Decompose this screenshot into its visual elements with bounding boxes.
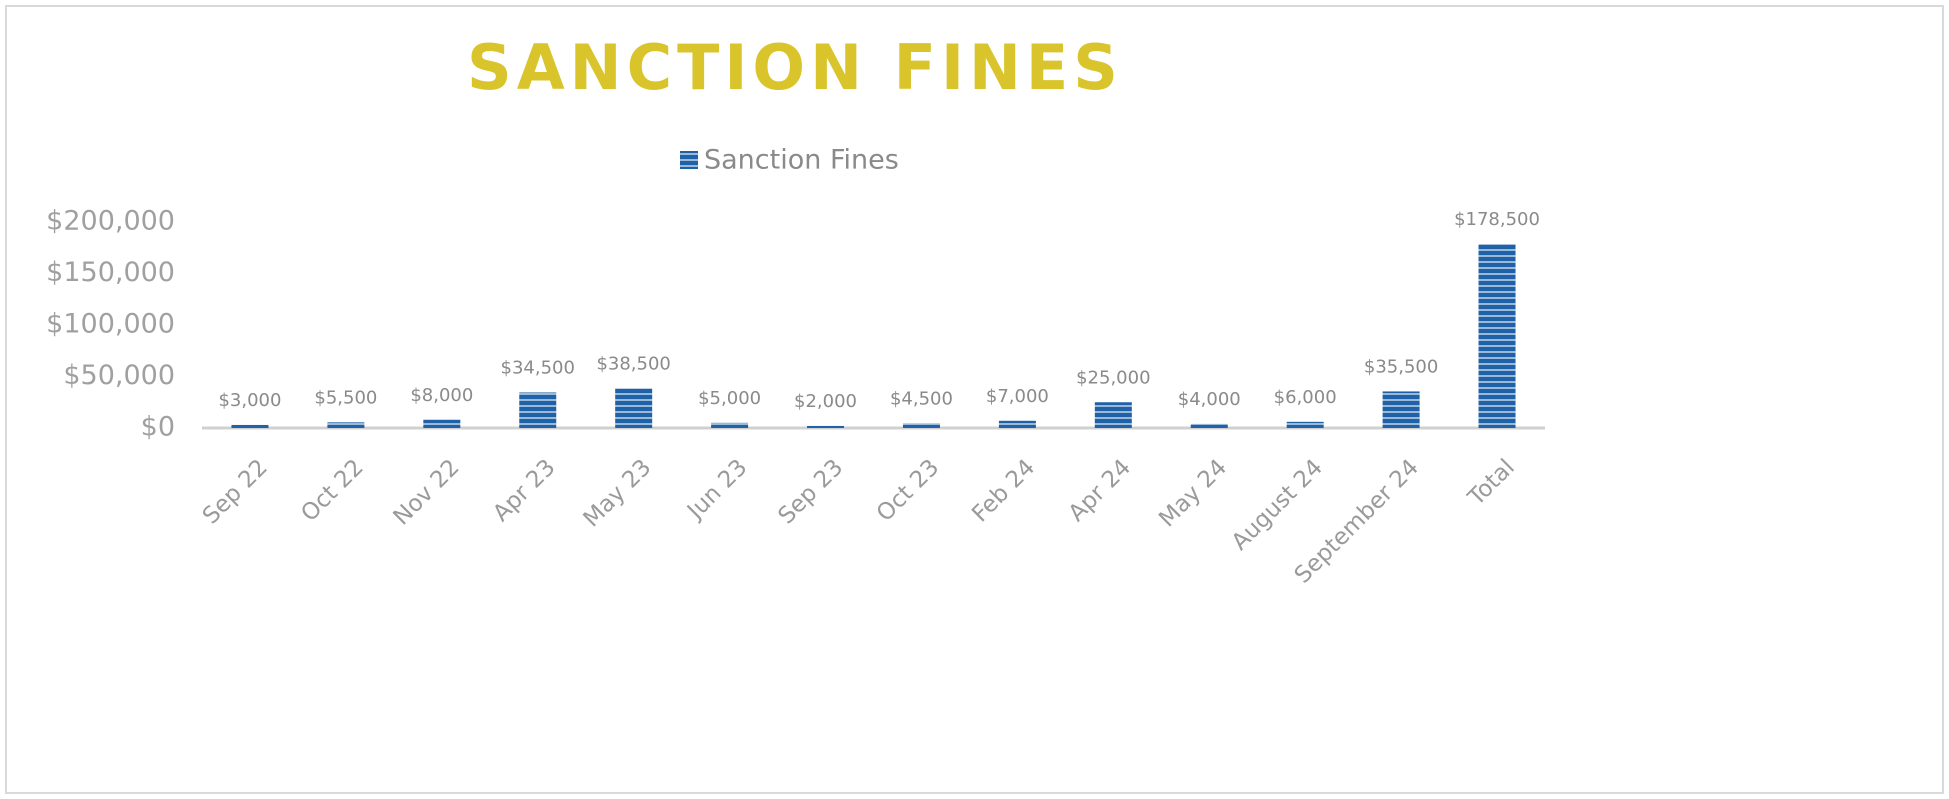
- value-label: $4,000: [1178, 389, 1241, 410]
- bar: [807, 425, 845, 428]
- value-label: $5,500: [314, 387, 377, 408]
- bar: [902, 423, 940, 428]
- bar: [423, 419, 461, 428]
- y-tick-label: $100,000: [46, 309, 175, 340]
- value-label: $34,500: [501, 357, 575, 378]
- value-label: $5,000: [698, 388, 761, 409]
- value-label: $8,000: [410, 385, 473, 406]
- value-label: $25,000: [1076, 367, 1150, 388]
- value-label: $35,500: [1364, 356, 1438, 377]
- y-tick-label: $200,000: [46, 206, 175, 237]
- legend-label: Sanction Fines: [704, 145, 899, 176]
- bar: [1190, 423, 1228, 428]
- chart-title: SANCTION FINES: [467, 31, 1123, 104]
- frame: [5, 5, 1944, 794]
- legend-swatch: [680, 151, 698, 169]
- bar: [1286, 421, 1324, 428]
- value-label: $3,000: [218, 390, 281, 411]
- value-label: $7,000: [986, 386, 1049, 407]
- y-tick-label: $150,000: [46, 257, 175, 288]
- y-tick-label: $0: [141, 412, 175, 443]
- bar: [615, 388, 653, 428]
- value-label: $6,000: [1274, 387, 1337, 408]
- bar: [998, 420, 1036, 428]
- bar: [1094, 402, 1132, 428]
- bar: [711, 422, 749, 428]
- value-label: $178,500: [1454, 209, 1540, 230]
- y-tick-label: $50,000: [63, 360, 175, 391]
- value-label: $38,500: [596, 353, 670, 374]
- value-label: $4,500: [890, 388, 953, 409]
- bar: [519, 392, 557, 428]
- bar: [1478, 244, 1516, 428]
- bar: [231, 424, 269, 428]
- bar: [327, 422, 365, 428]
- value-label: $2,000: [794, 391, 857, 412]
- bar: [1382, 391, 1420, 428]
